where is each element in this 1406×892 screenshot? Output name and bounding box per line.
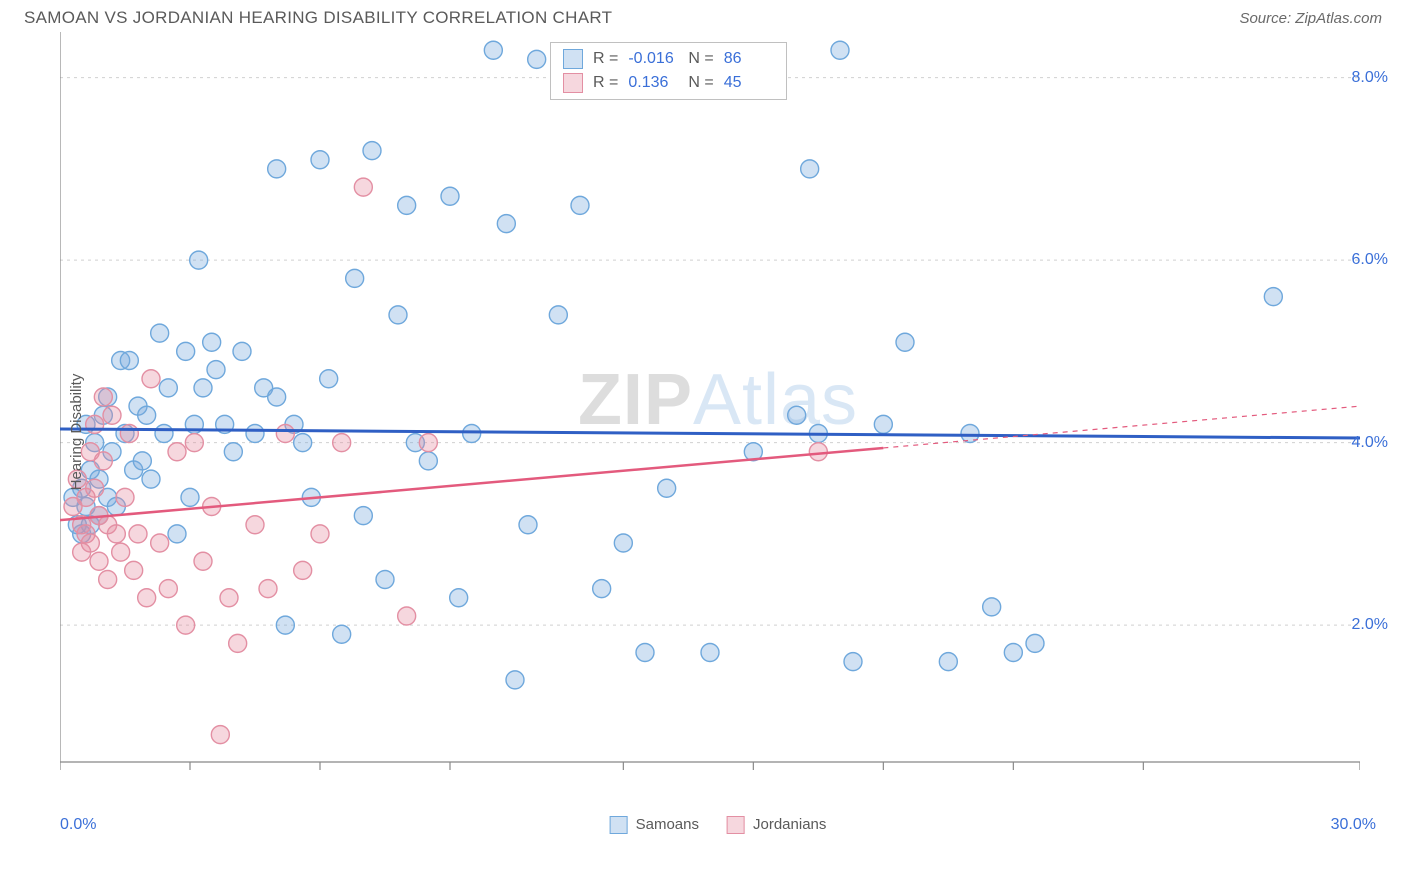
stat-legend-row-1: R = 0.136 N = 45 bbox=[563, 71, 774, 95]
source-label: Source: ZipAtlas.com bbox=[1239, 10, 1382, 27]
legend-label-1: Jordanians bbox=[753, 816, 826, 833]
legend-swatch-icon bbox=[563, 49, 583, 69]
x-axis-min-label: 0.0% bbox=[60, 816, 96, 834]
stat-legend: R = -0.016 N = 86 R = 0.136 N = 45 bbox=[550, 42, 787, 100]
y-tick-label: 8.0% bbox=[1352, 69, 1388, 87]
r-value-1: 0.136 bbox=[628, 74, 678, 92]
y-tick-label: 2.0% bbox=[1352, 616, 1388, 634]
legend-label-0: Samoans bbox=[636, 816, 699, 833]
r-label: R = bbox=[593, 50, 618, 68]
r-label: R = bbox=[593, 74, 618, 92]
legend-swatch-icon bbox=[610, 816, 628, 834]
y-tick-label: 4.0% bbox=[1352, 434, 1388, 452]
n-label: N = bbox=[688, 50, 713, 68]
x-axis-max-label: 30.0% bbox=[1331, 816, 1376, 834]
legend-swatch-icon bbox=[563, 73, 583, 93]
stat-legend-row-0: R = -0.016 N = 86 bbox=[563, 47, 774, 71]
n-value-1: 45 bbox=[724, 74, 774, 92]
y-tick-label: 6.0% bbox=[1352, 251, 1388, 269]
scatter-chart bbox=[60, 32, 1360, 792]
legend-item-1: Jordanians bbox=[727, 816, 826, 834]
r-value-0: -0.016 bbox=[628, 50, 678, 68]
chart-area: Hearing Disability ZIPAtlas R = -0.016 N… bbox=[60, 32, 1376, 832]
legend-item-0: Samoans bbox=[610, 816, 699, 834]
bottom-legend: Samoans Jordanians bbox=[610, 816, 827, 834]
y-axis-label: Hearing Disability bbox=[68, 374, 85, 491]
n-label: N = bbox=[688, 74, 713, 92]
legend-swatch-icon bbox=[727, 816, 745, 834]
n-value-0: 86 bbox=[724, 50, 774, 68]
chart-title: SAMOAN VS JORDANIAN HEARING DISABILITY C… bbox=[24, 8, 612, 28]
